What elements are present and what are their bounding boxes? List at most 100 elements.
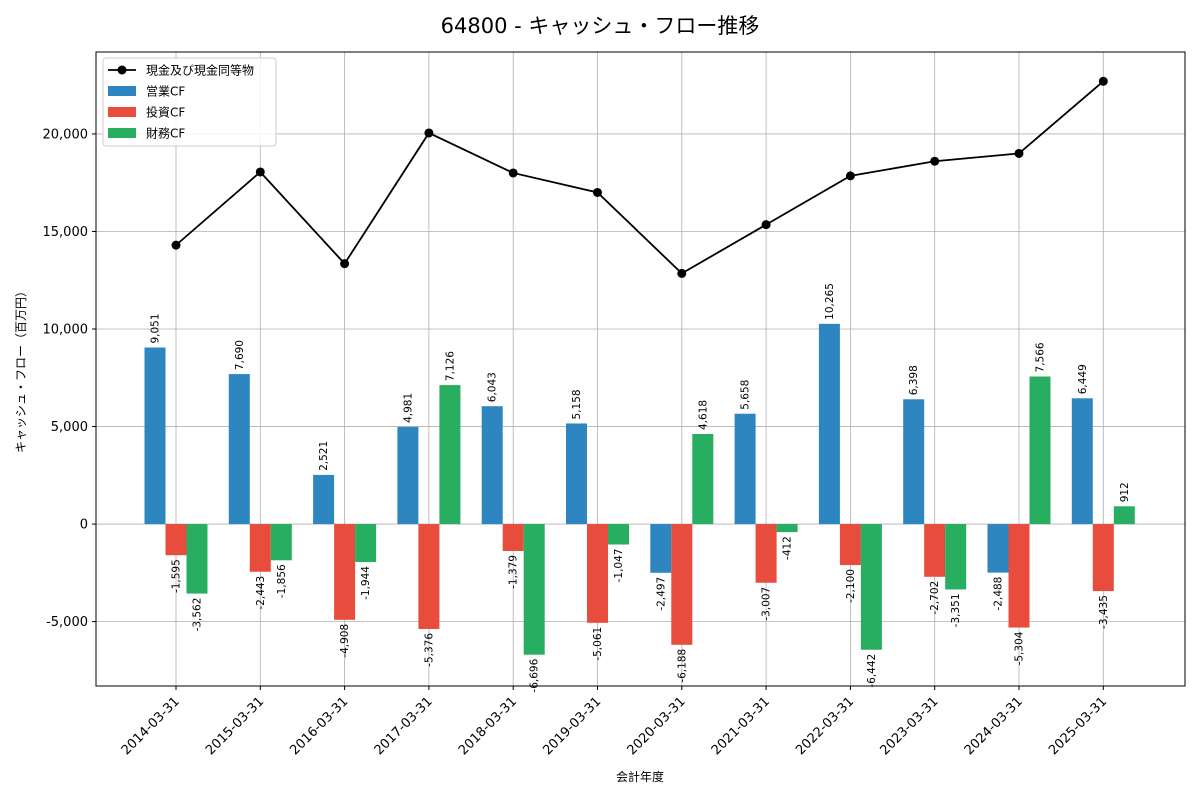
data-label: -3,007 <box>761 587 773 621</box>
data-label: -6,442 <box>866 654 878 688</box>
bar <box>671 524 693 645</box>
bar <box>144 347 166 525</box>
data-labels: 9,051 7,690 2,521 4,981 6,043 5,158 -2,497 5,65… <box>150 283 1131 692</box>
data-label: -6,696 <box>529 658 541 692</box>
bar <box>755 524 777 583</box>
bar <box>1029 376 1051 525</box>
bar <box>502 524 524 551</box>
bar <box>439 385 461 525</box>
legend-label: 投資CF <box>146 105 185 120</box>
chart-title: 64800 - キャッシュ・フロー推移 <box>441 14 760 38</box>
data-label: -6,188 <box>676 649 688 683</box>
x-tick-label: 2020-03-31 <box>625 694 689 758</box>
y-tick-label: 0 <box>80 518 88 533</box>
bar <box>270 524 292 561</box>
data-label: -1,944 <box>360 566 372 600</box>
data-label: -2,702 <box>929 581 941 615</box>
x-tick-label: 2017-03-31 <box>372 694 436 758</box>
x-tick-label: 2019-03-31 <box>540 694 604 758</box>
data-label: -5,061 <box>592 627 604 661</box>
data-label: -1,379 <box>508 555 520 589</box>
data-label: 4,981 <box>402 393 414 423</box>
bar <box>355 524 377 563</box>
legend-label: 現金及び現金同等物 <box>146 63 254 78</box>
data-label: -1,595 <box>171 559 183 593</box>
cash-line-point <box>677 268 687 278</box>
bar <box>734 413 756 525</box>
x-tick-label: 2018-03-31 <box>456 694 520 758</box>
bar <box>228 374 250 525</box>
data-label: -1,856 <box>276 564 288 598</box>
bar <box>397 426 419 525</box>
x-tick-label: 2015-03-31 <box>203 694 267 758</box>
bar <box>1071 398 1093 525</box>
data-label: -2,497 <box>655 577 667 611</box>
x-axis-ticks: 2014-03-31 2015-03-31 2016-03-31 2017-03-31… <box>119 686 1110 758</box>
cash-line <box>171 76 1108 278</box>
data-label: -3,562 <box>192 598 204 632</box>
bar <box>903 399 925 525</box>
data-label: 2,521 <box>318 441 330 471</box>
y-tick-label: 20,000 <box>43 127 89 142</box>
legend-label: 財務CF <box>146 126 185 141</box>
bar <box>608 524 629 545</box>
data-label: 4,618 <box>697 400 709 430</box>
x-tick-label: 2021-03-31 <box>709 694 773 758</box>
bars <box>144 323 1135 655</box>
data-label: 6,449 <box>1077 364 1089 394</box>
plot-frame <box>95 51 1186 687</box>
data-label: -2,488 <box>993 577 1005 611</box>
data-label: -4,908 <box>339 624 351 658</box>
cash-line-point <box>930 156 940 166</box>
data-label: -3,435 <box>1098 595 1110 629</box>
data-label: 7,126 <box>444 351 456 381</box>
cash-line-point <box>171 240 181 250</box>
y-axis-ticks: -5,000 0 5,000 10,000 15,000 20,000 <box>43 127 96 630</box>
x-tick-label: 2025-03-31 <box>1046 694 1110 758</box>
legend-label: 営業CF <box>146 85 185 99</box>
bar <box>1113 506 1135 525</box>
cash-line-point <box>761 220 771 230</box>
legend-swatch <box>108 107 136 117</box>
data-label: 5,658 <box>740 380 752 410</box>
bar <box>776 524 798 533</box>
x-tick-label: 2022-03-31 <box>793 694 857 758</box>
bar <box>945 524 967 590</box>
data-label: -5,304 <box>1014 631 1026 665</box>
bar <box>818 323 840 525</box>
data-label: -412 <box>782 536 794 560</box>
x-tick-label: 2023-03-31 <box>877 694 941 758</box>
bar <box>481 406 503 525</box>
y-axis-label: キャッシュ・フロー（百万円） <box>14 285 28 453</box>
cash-line-point <box>424 128 434 138</box>
x-axis-label: 会計年度 <box>616 769 664 784</box>
x-tick-label: 2016-03-31 <box>287 694 351 758</box>
data-label: 7,566 <box>1035 342 1047 372</box>
data-label: -2,443 <box>255 576 267 610</box>
bar <box>418 524 440 629</box>
data-label: -1,047 <box>613 549 625 583</box>
cash-line-point <box>340 259 350 269</box>
bar <box>924 524 946 577</box>
legend-box <box>102 57 277 147</box>
y-tick-label: 10,000 <box>43 323 89 338</box>
data-label: 6,043 <box>487 372 499 402</box>
bar <box>186 524 208 594</box>
cash-line-path <box>175 80 1104 275</box>
data-label: -2,100 <box>845 569 857 603</box>
bar <box>1008 524 1030 628</box>
y-tick-label: 5,000 <box>51 420 88 435</box>
data-label: 9,051 <box>150 313 162 343</box>
bar <box>566 423 587 525</box>
legend-swatch <box>108 128 136 138</box>
y-tick-label: -5,000 <box>46 615 88 630</box>
cash-line-point <box>1014 148 1024 158</box>
cash-line-point <box>593 187 602 197</box>
x-tick-label: 2014-03-31 <box>119 694 183 758</box>
bar <box>313 474 335 525</box>
bar <box>587 524 608 623</box>
cash-line-point <box>508 168 518 178</box>
data-label: -3,351 <box>950 593 962 627</box>
